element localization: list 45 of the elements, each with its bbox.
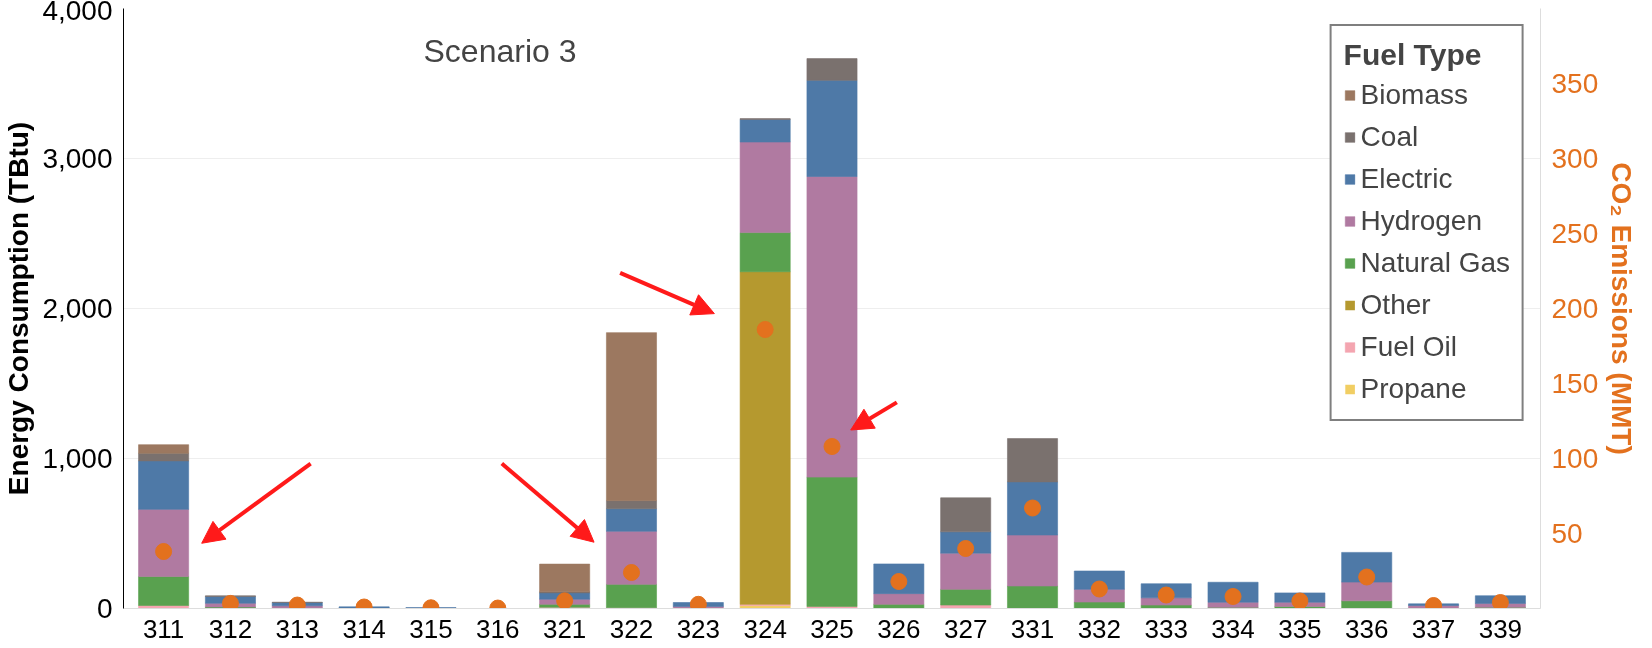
legend-label: Other — [1360, 288, 1431, 322]
legend-label: Biomass — [1360, 78, 1468, 112]
x-tick-label: 334 — [1211, 613, 1255, 644]
y-tick-label: 3,000 — [42, 143, 113, 174]
y-tick-label: 2,000 — [42, 293, 113, 324]
y-tick-label: 0 — [96, 593, 113, 624]
y-axis-title: Energy Consumption (TBtu) — [3, 121, 35, 496]
legend-label: Fuel Oil — [1360, 330, 1458, 364]
annotation: Scenario 3 — [423, 32, 577, 69]
x-tick-label: 316 — [476, 613, 520, 644]
x-tick-label: 339 — [1478, 613, 1523, 644]
y2-tick-label: 100 — [1551, 443, 1599, 474]
x-tick-label: 332 — [1077, 613, 1122, 644]
x-tick-label: 331 — [1010, 613, 1055, 644]
x-tick-label: 327 — [943, 613, 988, 644]
y-tick-label: 4,000 — [42, 0, 113, 26]
x-tick-label: 311 — [142, 613, 185, 644]
y2-tick-label: 350 — [1551, 68, 1599, 99]
legend-label: Natural Gas — [1360, 246, 1510, 280]
y-tick-label: 1,000 — [42, 443, 113, 474]
y2-axis-title: CO₂ Emissions (MMT) — [1606, 162, 1638, 455]
x-tick-label: 325 — [810, 613, 854, 644]
x-tick-label: 322 — [609, 613, 654, 644]
x-tick-label: 323 — [676, 613, 721, 644]
x-tick-label: 335 — [1278, 613, 1322, 644]
legend-label: Propane — [1360, 372, 1467, 406]
x-tick-label: 313 — [275, 613, 319, 644]
y2-tick-label: 200 — [1551, 293, 1599, 324]
legend-label: Electric — [1360, 162, 1453, 196]
x-tick-label: 315 — [409, 613, 453, 644]
y2-tick-label: 300 — [1551, 143, 1599, 174]
x-tick-label: 324 — [743, 613, 787, 644]
x-tick-label: 314 — [342, 613, 386, 644]
legend-label: Coal — [1360, 120, 1419, 154]
x-tick-label: 337 — [1411, 613, 1456, 644]
y2-tick-label: 150 — [1551, 368, 1599, 399]
legend-title: Fuel Type — [1343, 38, 1483, 72]
x-tick-label: 326 — [877, 613, 921, 644]
x-tick-label: 336 — [1345, 613, 1389, 644]
y2-tick-label: 250 — [1551, 218, 1599, 249]
x-tick-label: 321 — [542, 613, 587, 644]
legend-label: Hydrogen — [1360, 204, 1482, 238]
y2-tick-label: 50 — [1551, 518, 1583, 549]
x-tick-label: 333 — [1144, 613, 1188, 644]
x-tick-label: 312 — [208, 613, 253, 644]
